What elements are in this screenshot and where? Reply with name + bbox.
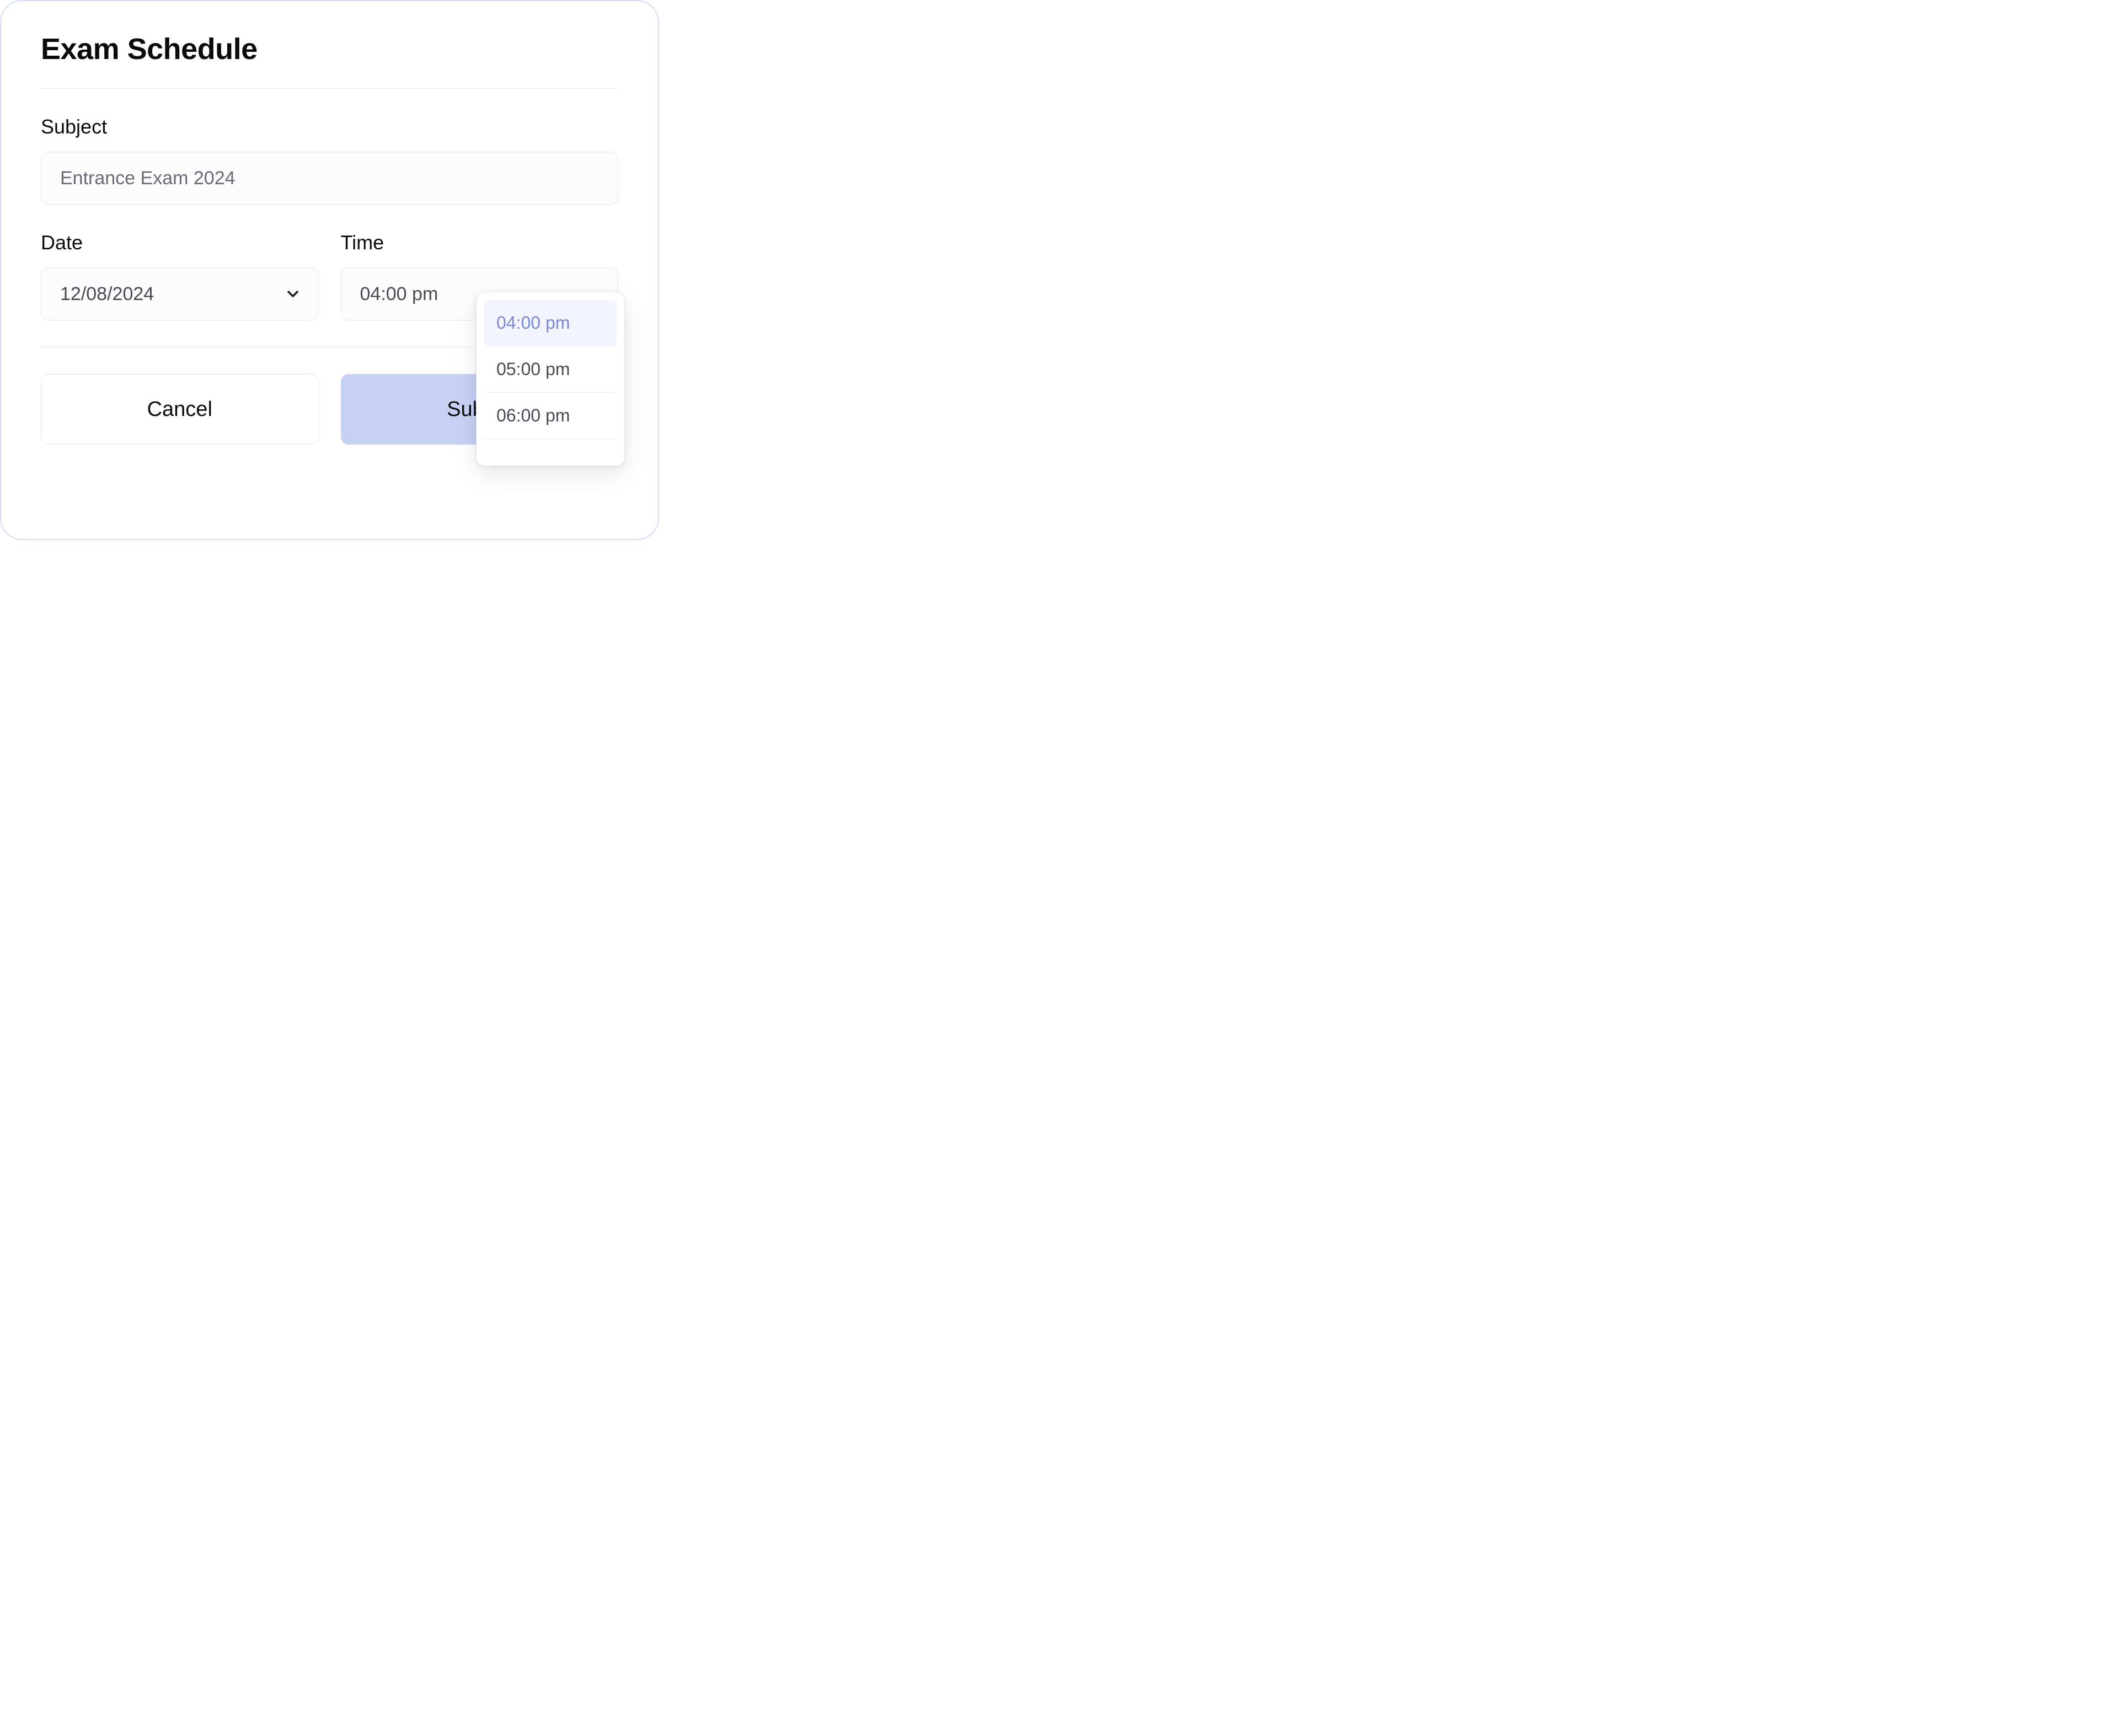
date-select[interactable]: 12/08/2024 <box>41 268 319 321</box>
date-value: 12/08/2024 <box>60 284 154 305</box>
time-option-label: 06:00 pm <box>496 405 570 426</box>
date-label: Date <box>41 231 319 254</box>
time-option-label: 04:00 pm <box>496 313 570 333</box>
subject-input-placeholder: Entrance Exam 2024 <box>60 168 236 189</box>
exam-schedule-dialog: Exam Schedule Subject Entrance Exam 2024… <box>0 0 659 540</box>
time-option[interactable]: 06:00 pm <box>484 393 617 439</box>
chevron-down-icon <box>284 285 302 303</box>
dialog-title: Exam Schedule <box>41 32 618 66</box>
subject-field: Subject Entrance Exam 2024 <box>41 115 618 205</box>
time-option[interactable]: 05:00 pm <box>484 346 617 393</box>
subject-input[interactable]: Entrance Exam 2024 <box>41 152 618 205</box>
divider <box>41 88 618 89</box>
date-field: Date 12/08/2024 <box>41 231 319 321</box>
time-option[interactable]: 04:00 pm <box>484 300 617 346</box>
cancel-button-label: Cancel <box>147 398 212 421</box>
time-value: 04:00 pm <box>360 284 438 305</box>
time-label: Time <box>341 231 619 254</box>
time-field: Time 04:00 pm 04:00 pm05:00 pm06:00 pm <box>341 231 619 321</box>
time-dropdown: 04:00 pm 05:00 pm 06:00 pm <box>476 292 625 466</box>
cancel-button[interactable]: Cancel <box>41 374 319 445</box>
subject-label: Subject <box>41 115 618 138</box>
time-option-label: 05:00 pm <box>496 359 570 380</box>
